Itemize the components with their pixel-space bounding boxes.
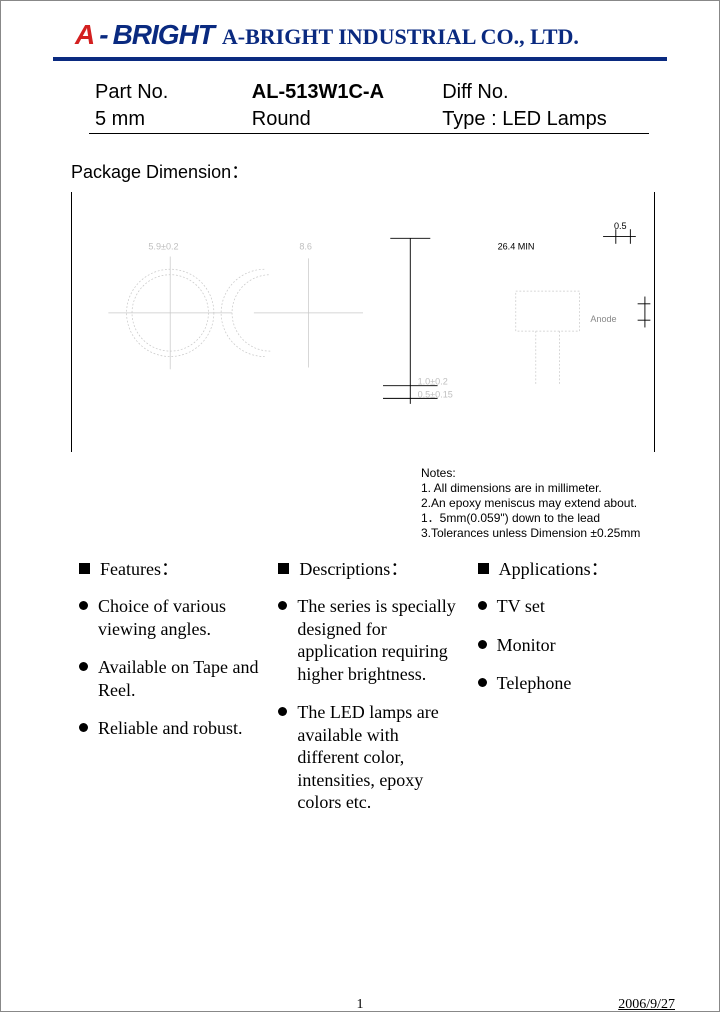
list-item: The series is specially designed for app…: [278, 595, 459, 685]
datasheet-page: A - BRIGHT A-BRIGHT INDUSTRIAL CO., LTD.…: [1, 1, 719, 840]
package-dimension-diagram: 5.9±0.2 8.6 26.4 MIN 0.5 Anode 1.0±0.2 0…: [71, 192, 655, 452]
feature-text: Available on Tape and Reel.: [98, 656, 260, 701]
table-row: 5 mm Round Type : LED Lamps: [89, 106, 649, 134]
application-text: Monitor: [497, 634, 556, 657]
company-name: A-BRIGHT INDUSTRIAL CO., LTD.: [222, 24, 579, 50]
dim-text: 1.0±0.2: [418, 377, 448, 387]
descriptions-heading: Descriptions：: [299, 555, 408, 581]
list-item: Monitor: [478, 634, 659, 657]
dim-text: 5.9±0.2: [148, 241, 178, 251]
note-item: 1. All dimensions are in millimeter.: [421, 481, 653, 496]
list-item: Choice of various viewing angles.: [79, 595, 260, 640]
feature-columns: Features： Choice of various viewing angl…: [79, 555, 659, 830]
notes-heading: Notes:: [421, 466, 653, 481]
bullet-icon: [278, 707, 287, 716]
list-item: Telephone: [478, 672, 659, 695]
table-row: Part No. AL-513W1C-A Diff No.: [89, 79, 649, 106]
applications-column: Applications： TV set Monitor Telephone: [478, 555, 659, 830]
diagram-svg: 5.9±0.2 8.6 26.4 MIN 0.5 Anode 1.0±0.2 0…: [72, 192, 654, 452]
footer-date: 2006/9/27: [618, 997, 675, 1013]
logo-letter-a: A: [75, 19, 95, 51]
feature-text: Choice of various viewing angles.: [98, 595, 260, 640]
bullet-icon: [478, 678, 487, 687]
application-text: Telephone: [497, 672, 572, 695]
part-info-table: Part No. AL-513W1C-A Diff No. 5 mm Round…: [89, 79, 649, 134]
size-value: 5 mm: [89, 106, 246, 134]
dim-text: 8.6: [299, 241, 312, 251]
bullet-icon: [79, 662, 88, 671]
list-item: Reliable and robust.: [79, 717, 260, 740]
page-number: 1: [357, 997, 364, 1013]
note-item: 3.Tolerances unless Dimension ±0.25mm: [421, 526, 653, 541]
diff-no-label: Diff No.: [436, 79, 649, 106]
dim-text: 0.5±0.15: [418, 389, 453, 399]
features-heading: Features：: [100, 555, 179, 581]
square-bullet-icon: [79, 563, 90, 574]
description-text: The LED lamps are available with differe…: [297, 701, 459, 814]
list-item: Available on Tape and Reel.: [79, 656, 260, 701]
package-dimension-title: Package Dimension：: [71, 158, 689, 184]
header: A - BRIGHT A-BRIGHT INDUSTRIAL CO., LTD.: [31, 19, 689, 51]
list-item: TV set: [478, 595, 659, 618]
features-column: Features： Choice of various viewing angl…: [79, 555, 260, 830]
applications-heading: Applications：: [499, 555, 609, 581]
bullet-icon: [79, 601, 88, 610]
bullet-icon: [278, 601, 287, 610]
descriptions-column: Descriptions： The series is specially de…: [278, 555, 459, 830]
note-item: 2.An epoxy meniscus may extend about.: [421, 496, 653, 511]
part-no-value: AL-513W1C-A: [246, 79, 436, 106]
bullet-icon: [478, 601, 487, 610]
shape-value: Round: [246, 106, 436, 134]
note-item: 1．5mm(0.059") down to the lead: [421, 511, 653, 526]
description-text: The series is specially designed for app…: [297, 595, 459, 685]
square-bullet-icon: [478, 563, 489, 574]
part-no-label: Part No.: [89, 79, 246, 106]
square-bullet-icon: [278, 563, 289, 574]
feature-text: Reliable and robust.: [98, 717, 242, 740]
list-item: The LED lamps are available with differe…: [278, 701, 459, 814]
type-value: Type : LED Lamps: [436, 106, 649, 134]
application-text: TV set: [497, 595, 545, 618]
anode-label: Anode: [590, 314, 616, 324]
logo-bright: BRIGHT: [113, 19, 214, 51]
header-rule: [53, 57, 667, 61]
logo-dash: -: [99, 19, 108, 51]
bullet-icon: [478, 640, 487, 649]
notes-block: Notes: 1. All dimensions are in millimet…: [31, 466, 653, 541]
dim-text: 26.4 MIN: [498, 241, 535, 251]
bullet-icon: [79, 723, 88, 732]
dim-text: 0.5: [614, 221, 627, 231]
